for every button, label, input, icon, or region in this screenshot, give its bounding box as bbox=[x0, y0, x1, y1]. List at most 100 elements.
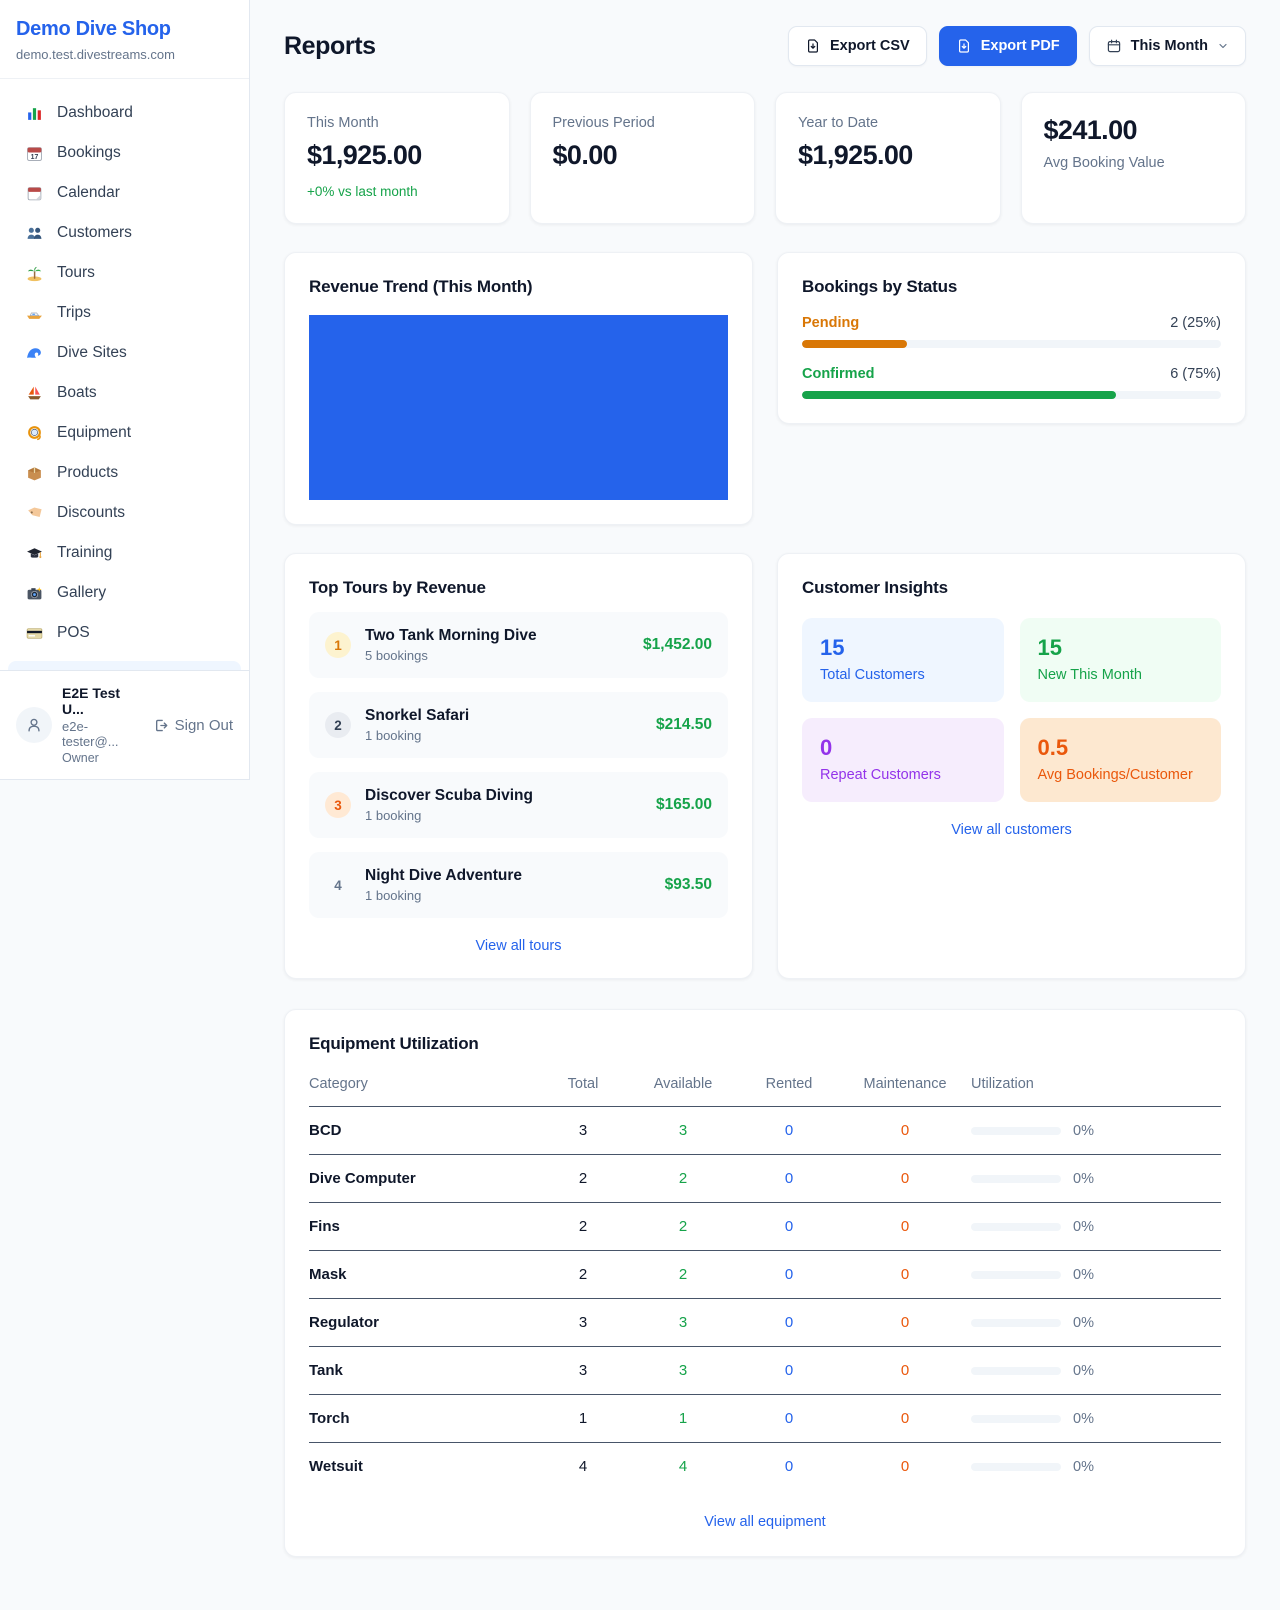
top-tours-title: Top Tours by Revenue bbox=[309, 578, 486, 597]
col-header-rented: Rented bbox=[739, 1064, 839, 1107]
tour-row: 3 Discover Scuba Diving 1 booking $165.0… bbox=[309, 772, 728, 838]
sidebar-item-discounts[interactable]: Discounts bbox=[8, 493, 241, 533]
cell-rented: 0 bbox=[739, 1155, 839, 1203]
tile-value: 15 bbox=[820, 635, 845, 660]
bookings-by-status-title: Bookings by Status bbox=[802, 277, 958, 296]
sidebar-item-boats[interactable]: Boats bbox=[8, 373, 241, 413]
cell-available: 2 bbox=[627, 1155, 739, 1203]
utilization-bar bbox=[971, 1126, 1061, 1135]
cell-maintenance: 0 bbox=[839, 1299, 971, 1347]
camera-icon bbox=[24, 583, 44, 603]
rank-badge: 3 bbox=[325, 792, 351, 818]
status-count: 2 (25%) bbox=[1170, 315, 1221, 331]
revenue-trend-card: Revenue Trend (This Month) bbox=[284, 252, 753, 525]
table-row: Mask 2 2 0 0 0% bbox=[309, 1251, 1221, 1299]
export-pdf-button[interactable]: Export PDF bbox=[938, 26, 1077, 66]
tour-revenue: $93.50 bbox=[664, 876, 712, 893]
tour-name: Night Dive Adventure bbox=[365, 867, 523, 884]
top-tours-card: Top Tours by Revenue 1 Two Tank Morning … bbox=[284, 553, 753, 979]
insight-tile-new-this-month: 15 New This Month bbox=[1019, 618, 1221, 702]
sidebar-item-label: Gallery bbox=[57, 584, 107, 601]
cell-available: 2 bbox=[627, 1203, 739, 1251]
cell-maintenance: 0 bbox=[839, 1251, 971, 1299]
sidebar-item-label: Calendar bbox=[57, 184, 120, 201]
user-role: Owner bbox=[62, 751, 99, 765]
sidebar-item-gallery[interactable]: Gallery bbox=[8, 573, 241, 613]
wave-icon bbox=[24, 343, 44, 363]
revenue-trend-chart bbox=[309, 315, 728, 500]
tile-value: 15 bbox=[1037, 635, 1062, 660]
chevron-down-icon bbox=[1219, 43, 1227, 49]
view-all-equipment-link[interactable]: View all equipment bbox=[704, 1514, 826, 1530]
table-row: Tank 3 3 0 0 0% bbox=[309, 1347, 1221, 1395]
sidebar-item-pos[interactable]: POS bbox=[8, 613, 241, 653]
col-header-total: Total bbox=[539, 1064, 627, 1107]
cell-category: Wetsuit bbox=[309, 1458, 363, 1475]
cell-utilization: 0% bbox=[1073, 1218, 1094, 1235]
sidebar-item-dashboard[interactable]: Dashboard bbox=[8, 93, 241, 133]
view-all-tours-link[interactable]: View all tours bbox=[475, 938, 562, 954]
cell-category: Torch bbox=[309, 1395, 539, 1443]
sidebar-item-trips[interactable]: Trips bbox=[8, 293, 241, 333]
view-all-customers-link[interactable]: View all customers bbox=[951, 822, 1072, 838]
user-email: e2e-tester@... bbox=[62, 719, 119, 749]
utilization-bar bbox=[971, 1366, 1061, 1375]
sign-out-label: Sign Out bbox=[174, 716, 233, 734]
table-row: Wetsuit 4 4 0 0 0% bbox=[309, 1443, 1221, 1490]
sidebar-nav: Dashboard 17 Bookings Calendar Customers… bbox=[0, 79, 249, 659]
stats-row: This Month $1,925.00 +0% vs last month P… bbox=[284, 92, 1246, 224]
export-csv-button[interactable]: Export CSV bbox=[787, 26, 927, 66]
sidebar-item-partial-highlight[interactable] bbox=[8, 661, 241, 670]
sidebar-item-dive-sites[interactable]: Dive Sites bbox=[8, 333, 241, 373]
bar-chart-icon bbox=[24, 103, 44, 123]
tour-revenue: $214.50 bbox=[655, 716, 712, 733]
stat-label: Previous Period bbox=[552, 115, 655, 131]
table-row: Torch 1 1 0 0 0% bbox=[309, 1395, 1221, 1443]
sidebar: Demo Dive Shop demo.test.divestreams.com… bbox=[0, 0, 250, 780]
cell-category: Dive Computer bbox=[309, 1155, 539, 1203]
cell-total: 1 bbox=[539, 1395, 627, 1443]
cell-rented: 0 bbox=[739, 1299, 839, 1347]
sidebar-item-tours[interactable]: Tours bbox=[8, 253, 241, 293]
cell-available: 1 bbox=[627, 1395, 739, 1443]
sign-out-button[interactable]: Sign Out bbox=[152, 717, 233, 734]
sidebar-item-customers[interactable]: Customers bbox=[8, 213, 241, 253]
sidebar-item-label: Equipment bbox=[57, 424, 132, 441]
cell-rented: 0 bbox=[739, 1107, 839, 1155]
bookings-by-status-card: Bookings by Status Pending 2 (25%) Confi… bbox=[777, 252, 1246, 424]
table-row: BCD 3 3 0 0 0% bbox=[309, 1107, 1221, 1155]
export-csv-label: Export CSV bbox=[829, 38, 910, 54]
period-dropdown[interactable]: This Month bbox=[1088, 26, 1246, 66]
cell-category: Fins bbox=[309, 1203, 539, 1251]
page-title: Reports bbox=[284, 31, 376, 60]
sidebar-item-label: Training bbox=[57, 544, 113, 561]
brand-name: Demo Dive Shop bbox=[16, 18, 171, 40]
cell-maintenance: 0 bbox=[839, 1155, 971, 1203]
stat-label: This Month bbox=[307, 115, 379, 131]
tour-revenue: $165.00 bbox=[655, 796, 712, 813]
tour-name: Two Tank Morning Dive bbox=[365, 627, 537, 644]
export-pdf-label: Export PDF bbox=[980, 38, 1060, 54]
cell-available: 3 bbox=[627, 1299, 739, 1347]
sidebar-item-calendar[interactable]: Calendar bbox=[8, 173, 241, 213]
sidebar-item-label: Discounts bbox=[57, 504, 126, 521]
utilization-bar bbox=[971, 1414, 1061, 1423]
file-download-icon bbox=[807, 39, 818, 53]
cell-total: 4 bbox=[578, 1458, 588, 1475]
table-row: Regulator 3 3 0 0 0% bbox=[309, 1299, 1221, 1347]
cell-utilization: 0% bbox=[1073, 1362, 1094, 1379]
sidebar-item-label: Bookings bbox=[57, 144, 121, 161]
table-row: Fins 2 2 0 0 0% bbox=[309, 1203, 1221, 1251]
tile-value: 0.5 bbox=[1037, 735, 1069, 760]
sidebar-item-equipment[interactable]: Equipment bbox=[8, 413, 241, 453]
sidebar-item-products[interactable]: Products bbox=[8, 453, 241, 493]
sidebar-item-label: POS bbox=[57, 624, 90, 641]
table-row: Dive Computer 2 2 0 0 0% bbox=[309, 1155, 1221, 1203]
sidebar-item-bookings[interactable]: 17 Bookings bbox=[8, 133, 241, 173]
stat-value: $1,925.00 bbox=[307, 140, 422, 170]
sidebar-item-training[interactable]: Training bbox=[8, 533, 241, 573]
sidebar-item-label: Tours bbox=[57, 264, 95, 281]
cell-maintenance: 0 bbox=[839, 1395, 971, 1443]
brand-domain: demo.test.divestreams.com bbox=[16, 47, 175, 62]
rank-badge: 2 bbox=[325, 712, 351, 738]
